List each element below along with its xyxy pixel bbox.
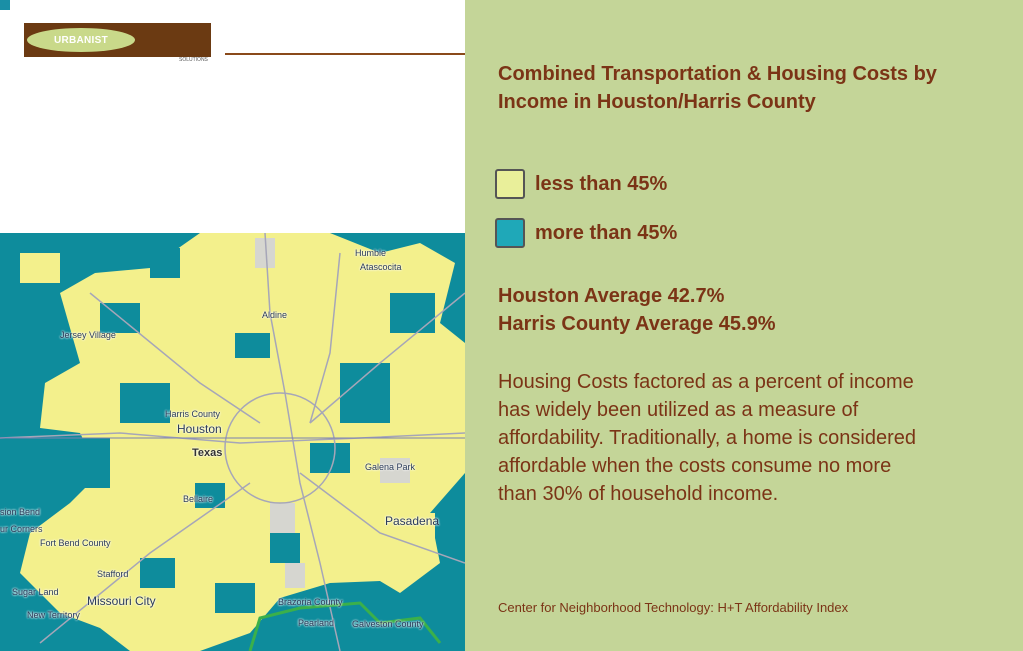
description-paragraph: Housing Costs factored as a percent of i… xyxy=(498,371,916,505)
map-teal-patch xyxy=(235,333,270,358)
map-teal-patch xyxy=(150,248,180,278)
header-divider xyxy=(225,53,465,55)
legend-label-high: more than 45% xyxy=(535,221,678,244)
map-teal-patch xyxy=(140,558,175,588)
place-label: New Territory xyxy=(27,610,80,620)
place-label: Missouri City xyxy=(87,594,156,608)
source-credit: Center for Neighborhood Technology: H+T … xyxy=(498,600,849,615)
county-boundary-green xyxy=(248,601,442,651)
map-gray-area xyxy=(255,238,275,268)
place-label: Fort Bend County xyxy=(40,538,111,548)
place-label: Pearland xyxy=(298,618,335,628)
legend-label-low: less than 45% xyxy=(535,172,668,195)
place-label: Harris County xyxy=(165,409,221,419)
place-label: ur Corners xyxy=(0,524,43,534)
map-teal-patch xyxy=(215,583,255,613)
logo-text: URBANIST xyxy=(53,34,109,46)
map-yellow-region xyxy=(20,233,465,651)
place-label: Galena Park xyxy=(365,462,416,472)
info-panel: Combined Transportation & Housing Costs … xyxy=(465,0,1023,651)
map-gray-area xyxy=(380,458,410,483)
harris-county-average: Harris County Average 45.9% xyxy=(498,313,776,335)
place-label: Atascocita xyxy=(360,262,402,272)
place-label: Houston xyxy=(177,422,222,436)
logo-ellipse: URBANIST xyxy=(27,28,135,52)
legend-swatch-low xyxy=(495,169,525,199)
place-label: Stafford xyxy=(97,569,129,579)
map-teal-patch xyxy=(60,438,110,488)
place-label: Galveston County xyxy=(352,619,424,629)
map-teal-patch xyxy=(30,333,70,368)
place-label: Jersey Village xyxy=(60,330,116,340)
legend-swatch-high xyxy=(495,218,525,248)
affordability-map: Humble Atascocita Aldine Jersey Village … xyxy=(0,233,465,651)
place-label: Pasadena xyxy=(385,514,440,528)
logo-subtitle: SOLUTIONS xyxy=(179,57,208,63)
map-teal-patch xyxy=(270,533,300,563)
corner-accent xyxy=(0,0,10,10)
houston-average: Houston Average 42.7% xyxy=(498,285,725,307)
place-label: Aldine xyxy=(262,310,288,320)
map-canvas xyxy=(0,233,465,651)
place-label: Brazoria County xyxy=(278,597,343,607)
map-teal-patch xyxy=(390,293,435,333)
place-label: Sugar Land xyxy=(12,587,59,597)
map-gray-area xyxy=(285,563,305,588)
map-yellow-patch xyxy=(395,513,435,553)
legend-item-low: less than 45% xyxy=(495,169,667,199)
legend-item-high: more than 45% xyxy=(495,218,677,248)
place-label: sion Bend xyxy=(0,507,41,517)
map-teal-patch xyxy=(120,383,170,423)
urbanist-logo: URBANIST xyxy=(24,23,211,57)
map-teal-patch xyxy=(340,363,390,423)
map-yellow-patch xyxy=(20,253,60,283)
map-gray-area xyxy=(270,503,295,533)
panel-title: Combined Transportation & Housing Costs … xyxy=(498,63,937,113)
place-label: Humble xyxy=(355,248,387,258)
place-label: Bellaire xyxy=(183,494,214,504)
place-label: Texas xyxy=(192,447,223,459)
map-teal-patch xyxy=(310,443,350,473)
